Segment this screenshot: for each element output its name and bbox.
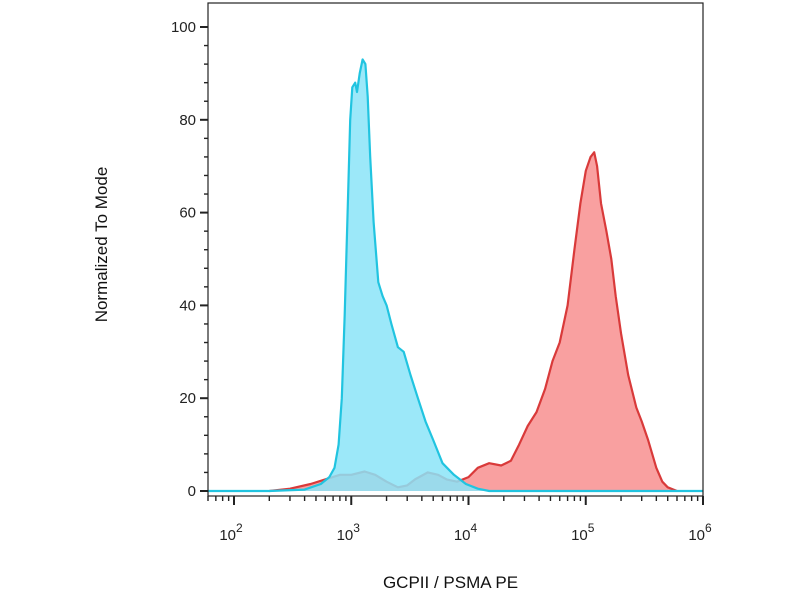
x-tick-label: 106 (688, 521, 712, 544)
x-tick-label: 103 (337, 521, 361, 544)
y-tick-label: 60 (179, 205, 196, 222)
x-axis-title: GCPII / PSMA PE (383, 573, 518, 592)
y-tick-label: 40 (179, 297, 196, 314)
x-tick-label: 102 (219, 521, 243, 544)
x-tick-label: 104 (454, 521, 478, 544)
y-axis: 0 20 40 60 80 100 (171, 19, 208, 500)
series-layer (208, 58, 703, 493)
plot-area (207, 2, 704, 497)
x-tick-label: 105 (571, 521, 595, 544)
y-tick-label: 100 (171, 19, 196, 36)
y-tick-label: 0 (188, 483, 196, 500)
y-axis-title: Normalized To Mode (92, 167, 111, 323)
y-tick-label: 20 (179, 390, 196, 407)
series-1-fill (269, 152, 677, 492)
x-axis: 102 103 104 105 106 (207, 496, 712, 544)
y-tick-label: 80 (179, 112, 196, 129)
series-2-line (208, 58, 703, 493)
